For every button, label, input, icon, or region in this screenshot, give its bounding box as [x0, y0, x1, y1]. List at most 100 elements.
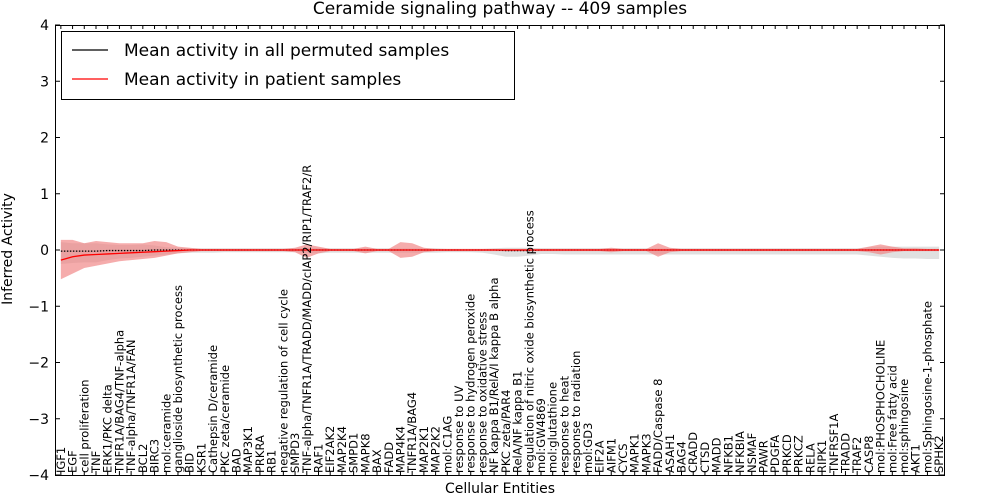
x-tick-label: BAG4: [675, 441, 689, 473]
x-tick-label: mol:GD3: [581, 423, 595, 473]
x-tick-label: AKT1: [909, 444, 923, 473]
patient-band: [60, 239, 940, 280]
x-tick-label: MAPK1: [628, 433, 642, 473]
x-tick-label: RB1: [265, 450, 279, 473]
series-lines: [60, 249, 940, 261]
x-tick-label: NFKBIA: [733, 431, 747, 473]
y-tick-label: −1: [28, 299, 49, 315]
y-tick-label: 3: [40, 74, 49, 90]
x-tick-label: Cathepsin D/ceramide: [206, 345, 220, 473]
x-tick-label: NF kappa B1/RelA/I kappa B alpha: [487, 277, 501, 473]
x-tick-label: RELA: [803, 443, 817, 473]
x-tick-label: PKC zeta/ceramide: [218, 365, 232, 473]
confidence-bands: [60, 239, 940, 280]
x-tick-label: PRKCD: [780, 434, 794, 473]
x-tick-label: PRKRA: [253, 435, 267, 473]
patient-mean-line: [60, 249, 940, 261]
x-tick-label: MAPK3: [639, 433, 653, 473]
x-tick-label: BAX: [370, 449, 384, 473]
x-tick-label: SPHK2: [932, 435, 946, 473]
x-tick-label: response to oxidative stress: [475, 312, 489, 473]
plot-area-frame: [55, 25, 945, 476]
x-tick-label: TNF: [89, 451, 103, 474]
x-tick-label: MAP2K1: [417, 426, 431, 473]
x-tick-label: KSR1: [194, 443, 208, 473]
x-tick-label: SMPD1: [347, 433, 361, 473]
x-tick-label: FADD: [382, 442, 396, 473]
x-tick-label: BAD: [230, 448, 244, 473]
x-tick-label: PDGFA: [768, 435, 782, 473]
x-tick-label: TNF-alpha/TNFR1A/FAN: [124, 340, 138, 474]
x-tick-label: PAWR: [756, 440, 770, 473]
legend-label-patient: Mean activity in patient samples: [124, 70, 401, 90]
x-tick-label: FADD/Caspase 8: [651, 379, 665, 473]
y-axis-label: Inferred Activity: [0, 193, 16, 305]
x-tick-label: ASAH1: [663, 434, 677, 473]
y-tick-label: −2: [28, 356, 49, 372]
axis-ticks: −4 −3 −2 −1 0 1 2 3 4: [28, 18, 945, 484]
x-tick-label: cell proliferation: [77, 379, 91, 473]
x-tick-label: TRADD: [838, 433, 852, 474]
x-tick-label: negative regulation of cell cycle: [276, 289, 290, 473]
chart-title: Ceramide signaling pathway -- 409 sample…: [313, 0, 687, 19]
x-tick-label: response to radiation: [569, 351, 583, 473]
x-tick-label: response to heat: [557, 376, 571, 473]
x-tick-label: mol:Free fatty acid: [885, 365, 899, 473]
x-tick-label: mol:PHOSPHOCHOLINE: [874, 340, 888, 473]
x-tick-label: RelA/NF kappa B1: [511, 371, 525, 473]
x-tick-label: RIPK1: [815, 440, 829, 473]
legend-box: [61, 31, 515, 100]
y-tick-label: 0: [40, 243, 49, 259]
y-tick-label: 1: [40, 187, 49, 203]
y-tick-label: −4: [28, 468, 49, 484]
x-tick-label: CRADD: [686, 432, 700, 473]
x-tick-label: MAP4K4: [393, 426, 407, 473]
x-tick-label: MADD: [710, 437, 724, 473]
x-tick-label: response to hydrogen peroxide: [464, 294, 478, 473]
x-tick-label: AIFM1: [604, 438, 618, 473]
x-tick-label: MAP3K1: [241, 426, 255, 473]
x-tick-label: TNFR1A/BAG4/TNF-alpha: [112, 330, 126, 474]
y-tick-label: 2: [40, 131, 49, 147]
x-tick-label: EGF: [66, 450, 80, 473]
x-tick-label: mol:C1AG: [440, 416, 454, 473]
x-tick-label: PRKCZ: [792, 435, 806, 473]
x-tick-label: response to UV: [452, 385, 466, 473]
x-tick-label: MAP2K4: [335, 426, 349, 473]
x-tick-label: CASP8: [862, 436, 876, 473]
permuted-band: [60, 242, 940, 265]
x-tick-label: SMPD3: [288, 433, 302, 473]
x-tick-label: mol:GW4869: [534, 398, 548, 473]
x-tick-label: mol:ceramide: [159, 394, 173, 473]
x-tick-label: TRAF2: [850, 437, 864, 474]
x-tick-label: regulation of nitric oxide biosynthetic …: [522, 210, 536, 473]
x-axis-label: Cellular Entities: [445, 481, 555, 497]
x-tick-label: ERK1/PKC delta: [101, 384, 115, 473]
x-tick-label: mol:Sphingosine-1-phosphate: [920, 301, 934, 473]
x-tick-label: ganglioside biosynthetic process: [171, 285, 185, 473]
x-tick-label: BID: [183, 453, 197, 473]
y-tick-label: −3: [28, 412, 49, 428]
x-tick-label: PKC zeta/PAR4: [499, 390, 513, 473]
x-tick-label: TNF-alpha/TNFR1A/TRADD/MADD/cIAP2/RIP1/T…: [300, 165, 314, 474]
x-tick-label: TNFR1A/BAG4: [405, 392, 419, 474]
legend: Mean activity in all permuted samples Me…: [61, 31, 515, 100]
x-tick-label: IGF1: [54, 447, 68, 473]
x-tick-label: MAPK8: [358, 433, 372, 473]
x-tick-label: BIRC3: [148, 439, 162, 473]
legend-label-permuted: Mean activity in all permuted samples: [124, 41, 449, 61]
x-tick-label: mol:sphingosine: [897, 379, 911, 473]
x-tick-label: NSMAF: [745, 433, 759, 473]
x-tick-label: NFKB1: [721, 435, 735, 473]
x-tick-label: CTSD: [698, 442, 712, 473]
x-tick-label: EIF2A: [593, 440, 607, 473]
y-tick-label: 4: [40, 18, 49, 34]
x-tick-label: CYCS: [616, 443, 630, 473]
x-tick-label: BCL2: [136, 444, 150, 473]
x-tick-label: RAF1: [311, 444, 325, 473]
x-tick-label: TNFRSF1A: [827, 414, 841, 474]
x-tick-label: MAP2K2: [429, 426, 443, 473]
